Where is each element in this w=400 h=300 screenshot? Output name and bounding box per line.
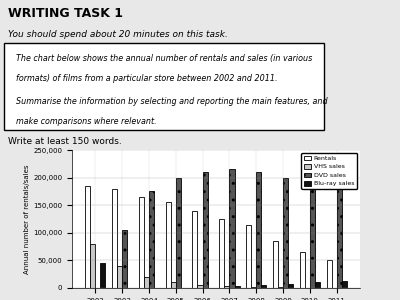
- Bar: [139, 197, 144, 288]
- Bar: [112, 189, 117, 288]
- Bar: [224, 286, 230, 288]
- Bar: [85, 186, 90, 288]
- Bar: [202, 172, 208, 288]
- FancyBboxPatch shape: [4, 43, 324, 130]
- Bar: [326, 260, 332, 288]
- Bar: [256, 172, 261, 288]
- Bar: [246, 224, 251, 288]
- Bar: [283, 178, 288, 288]
- Bar: [234, 286, 240, 288]
- Bar: [273, 241, 278, 288]
- Bar: [117, 266, 122, 288]
- Bar: [230, 169, 234, 288]
- Bar: [342, 281, 347, 288]
- Text: formats) of films from a particular store between 2002 and 2011.: formats) of films from a particular stor…: [16, 74, 278, 83]
- Text: make comparisons where relevant.: make comparisons where relevant.: [16, 117, 157, 126]
- Text: You should spend about 20 minutes on this task.: You should spend about 20 minutes on thi…: [8, 30, 228, 39]
- Y-axis label: Annual number of rentals/sales: Annual number of rentals/sales: [24, 164, 30, 274]
- Bar: [198, 285, 202, 288]
- Bar: [288, 284, 293, 288]
- Text: WRITING TASK 1: WRITING TASK 1: [8, 7, 123, 20]
- Bar: [251, 287, 256, 288]
- Bar: [166, 202, 171, 288]
- Bar: [122, 230, 127, 288]
- Bar: [90, 244, 95, 288]
- Bar: [337, 186, 342, 288]
- Bar: [315, 283, 320, 288]
- Bar: [149, 191, 154, 288]
- Bar: [219, 219, 224, 288]
- Text: Write at least 150 words.: Write at least 150 words.: [8, 136, 122, 146]
- Bar: [144, 277, 149, 288]
- Legend: Rentals, VHS sales, DVD sales, Blu-ray sales: Rentals, VHS sales, DVD sales, Blu-ray s…: [301, 153, 357, 189]
- Bar: [176, 178, 181, 288]
- Text: The chart below shows the annual number of rentals and sales (in various: The chart below shows the annual number …: [16, 54, 312, 63]
- Bar: [100, 263, 106, 288]
- Bar: [192, 211, 198, 288]
- Bar: [300, 252, 305, 288]
- Bar: [261, 285, 266, 288]
- Bar: [278, 287, 283, 288]
- Bar: [310, 180, 315, 288]
- Bar: [171, 283, 176, 288]
- Text: Summarise the information by selecting and reporting the main features, and: Summarise the information by selecting a…: [16, 97, 328, 106]
